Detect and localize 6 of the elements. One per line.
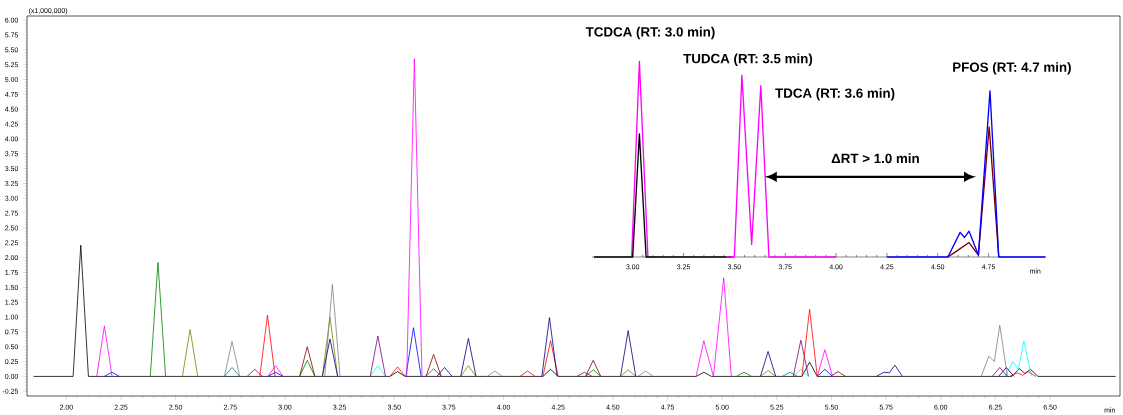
annotation: PFOS (RT: 4.7 min) (953, 62, 1071, 75)
annotation: TDCA (RT: 3.6 min) (775, 88, 895, 101)
annotation: ΔRT > 1.0 min (831, 153, 919, 164)
line-series (33, 244, 1117, 377)
annotation: TCDCA (RT: 3.0 min) (585, 26, 715, 40)
annotation: TUDCA (RT: 3.5 min) (683, 53, 813, 66)
